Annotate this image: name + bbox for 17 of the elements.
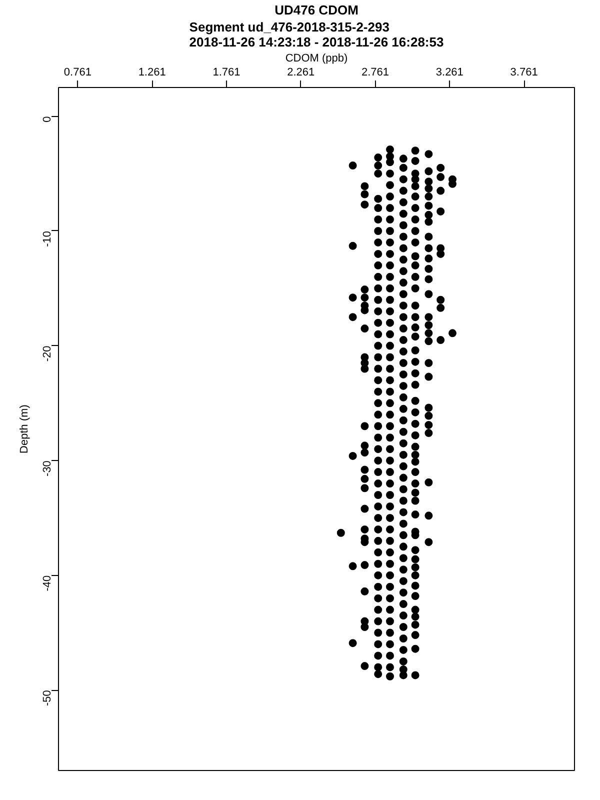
x-tick-label: 3.761 xyxy=(510,66,538,78)
chart-subtitle: Segment ud_476-2018-315-2-293 2018-11-26 14:23:18 - 2018-11-26 16:28:53 xyxy=(189,20,444,50)
x-tick-label: 0.761 xyxy=(64,66,92,78)
y-tick-label: -50 xyxy=(42,690,54,706)
y-axis-title: Depth (m) xyxy=(18,404,30,454)
x-axis-title: CDOM (ppb) xyxy=(285,52,348,64)
y-tick-label: -20 xyxy=(42,346,54,362)
y-tick-label: -10 xyxy=(42,230,54,247)
x-tick-label: 2.761 xyxy=(362,66,390,78)
y-tick-label: -40 xyxy=(42,575,54,592)
x-tick-label: 1.761 xyxy=(212,66,240,78)
chart-title: UD476 CDOM xyxy=(274,2,358,18)
y-tick-label: -30 xyxy=(42,460,54,476)
x-tick-label: 2.261 xyxy=(287,66,315,78)
x-tick-label: 1.261 xyxy=(138,66,166,78)
y-tick-label: 0 xyxy=(42,116,54,122)
x-tick-label: 3.261 xyxy=(436,66,464,78)
